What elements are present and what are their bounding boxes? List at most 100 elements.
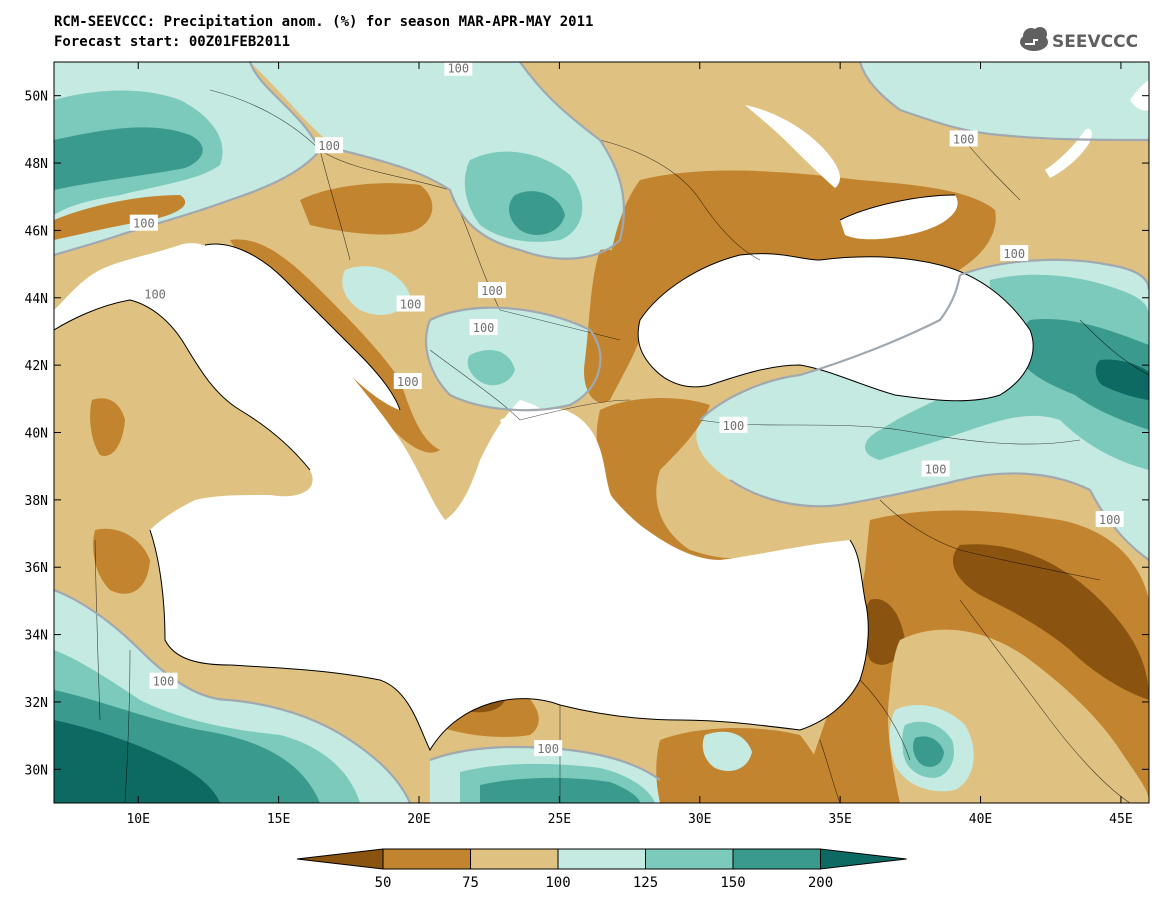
contour-label-text: 100: [473, 321, 495, 335]
colorbar-legend: 50 75 100 125 150 200: [296, 848, 907, 891]
field-bulgaria-wet: [467, 350, 515, 386]
field-israel-drymax: [862, 599, 905, 665]
contour-label-text: 100: [318, 139, 340, 153]
lon-tick-label: 10E: [126, 812, 149, 827]
contour-label: 100: [534, 740, 563, 757]
logo-text: SEEVCCC: [1052, 32, 1138, 52]
latitude-axis: 30N 32N 34N 36N 38N 40N 42N 44N 46N 48N 50N: [25, 90, 1149, 778]
field-serbia-wet: [342, 266, 410, 315]
contour-label-box: [396, 295, 425, 312]
sea-black: [638, 253, 1034, 401]
longitude-axis: 10E 15E 20E 25E 30E 35E 40E 45E: [126, 62, 1133, 827]
colorbar-level-label: 200: [808, 875, 833, 891]
contour-label-box: [393, 372, 422, 389]
field-caucasus-max: [1095, 359, 1149, 400]
sea-mediterranean: [54, 243, 869, 750]
lat-tick-label: 32N: [25, 696, 48, 711]
coastlines: [54, 194, 1034, 752]
field-nile-wet: [702, 731, 752, 772]
lat-tick-label: 36N: [25, 561, 48, 576]
lat-tick-label: 48N: [25, 157, 48, 172]
sea-azov: [840, 195, 958, 240]
lon-tick-label: 35E: [828, 812, 851, 827]
contour-label-text: 100: [925, 463, 947, 477]
field-syria-drymax: [952, 544, 1149, 700]
field-north-africa-max: [54, 720, 220, 803]
contour-label-text: 100: [481, 284, 503, 298]
contour-label: 100: [469, 319, 498, 336]
anomaly-field: 100 100 100 100 100 100 100 100 100 100 100 100 100 1…: [54, 62, 1149, 803]
contour-label-text: 100: [1003, 247, 1025, 261]
colorbar-segment: [732, 848, 821, 870]
map-title: RCM-SEEVCCC: Precipitation anom. (%) for…: [54, 14, 594, 30]
field-alps-wet-core: [54, 127, 203, 190]
contour-label: 100: [315, 137, 344, 154]
contour-label: 100: [1000, 244, 1029, 261]
contour-label-text: 100: [400, 298, 422, 312]
contour-label-text: 100: [723, 419, 745, 433]
contour-label: 100: [396, 295, 425, 312]
contour-label: 100: [444, 62, 473, 76]
contour-label-box: [315, 137, 344, 154]
colorbar-level-label: 150: [720, 875, 745, 891]
reservoir-don: [1045, 128, 1092, 178]
field-hungary-core: [508, 191, 565, 235]
lon-tick-label: 15E: [267, 812, 290, 827]
lat-tick-label: 34N: [25, 629, 48, 644]
sea-adriatic: [205, 244, 400, 410]
contour-label: 100: [129, 214, 158, 231]
colorbar-max-arrow: [820, 848, 907, 870]
lat-tick-label: 38N: [25, 494, 48, 509]
contour-label-box: [534, 740, 563, 757]
seevccc-logo: SEEVCCC: [1020, 27, 1138, 52]
colorbar-segment: [470, 848, 559, 870]
contour-label: 100: [149, 672, 178, 689]
contour-labels: 100 100 100 100 100 100 100 100 100 100 100 100 100 1…: [129, 62, 1124, 757]
field-nile-dry: [656, 728, 835, 803]
contour-label-box: [141, 285, 170, 302]
field-sardinia-dry: [90, 398, 125, 456]
field-tunisia-dry: [93, 528, 150, 594]
contour-label: 100: [393, 372, 422, 389]
contour-label-box: [469, 319, 498, 336]
contour-label-text: 100: [447, 62, 469, 76]
contour-label: 100: [719, 416, 748, 433]
lat-tick-label: 30N: [25, 763, 48, 778]
colorbar-level-label: 125: [633, 875, 658, 891]
field-balkans-dry: [300, 183, 433, 235]
field-alps-dry: [54, 195, 186, 240]
contour-label: 100: [1095, 511, 1124, 528]
contour-label-box: [478, 282, 506, 299]
contour-label-box: [1095, 511, 1124, 528]
colorbar-segment: [382, 848, 471, 870]
contour-label: 100: [141, 285, 170, 302]
contour-label-text: 100: [537, 742, 559, 756]
sea-aegean: [500, 408, 640, 557]
contour-label-text: 100: [153, 675, 175, 689]
contour-100: [54, 62, 1149, 803]
lat-tick-label: 44N: [25, 292, 48, 307]
contour-label-text: 100: [1099, 513, 1121, 527]
lon-tick-label: 20E: [407, 812, 430, 827]
lon-tick-label: 25E: [548, 812, 571, 827]
contour-label-text: 100: [133, 217, 155, 231]
colorbar-level-label: 50: [375, 875, 392, 891]
contour-label-text: 100: [144, 287, 166, 301]
field-saudi-core: [913, 736, 944, 767]
contour-label: 100: [921, 460, 950, 477]
contour-label-box: [921, 460, 950, 477]
lat-tick-label: 40N: [25, 427, 48, 442]
contour-label-box: [129, 214, 158, 231]
river-dnieper: [745, 105, 840, 188]
contour-label-box: [719, 416, 748, 433]
colorbar-segment: [645, 848, 734, 870]
field-caucasus-core: [1017, 319, 1149, 430]
lat-tick-label: 46N: [25, 224, 48, 239]
contour-label: 100: [478, 282, 506, 299]
contour-label-text: 100: [397, 375, 419, 389]
colorbar-level-label: 75: [462, 875, 479, 891]
lon-tick-label: 45E: [1109, 812, 1132, 827]
colorbar-segment: [557, 848, 646, 870]
colorbar-min-arrow: [296, 848, 384, 870]
